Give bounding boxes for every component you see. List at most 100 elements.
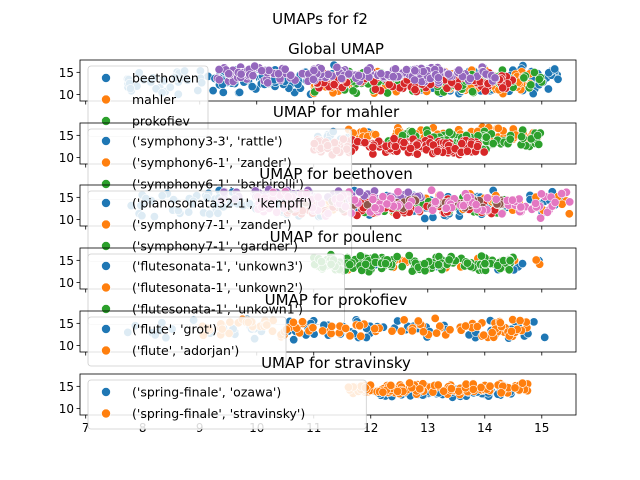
legend-label: mahler [132, 92, 177, 107]
point-purple [273, 69, 283, 79]
point-purple [332, 62, 342, 72]
point-orange [461, 321, 471, 331]
point-pink [482, 193, 492, 203]
point-purple [263, 78, 273, 88]
point-pink [435, 190, 445, 200]
point-green [404, 251, 414, 261]
point-red [462, 146, 472, 156]
legend-marker [101, 241, 111, 251]
point-red [410, 85, 420, 95]
y-tick-label: 10 [59, 213, 74, 227]
point-purple [224, 69, 234, 79]
point-red [472, 142, 482, 152]
point-blue [208, 86, 218, 96]
point-green [481, 132, 491, 142]
point-purple [280, 64, 290, 74]
point-green [433, 260, 443, 270]
legend-marker [101, 157, 111, 168]
point-purple [355, 187, 365, 197]
point-pink [382, 199, 392, 209]
point-green [504, 265, 514, 275]
point-blue [553, 74, 563, 84]
points [309, 123, 545, 160]
point-pink [393, 187, 403, 197]
point-pink [491, 194, 501, 204]
subplot-title: UMAP for prokofiev [265, 291, 408, 309]
point-pink [441, 203, 451, 213]
point-orange [393, 386, 403, 396]
point-pink [413, 205, 423, 215]
point-orange [496, 388, 506, 398]
subplot-title: Global UMAP [288, 40, 384, 58]
point-green [534, 139, 544, 149]
legend-marker [101, 387, 111, 397]
point-green [529, 68, 539, 78]
points [309, 250, 545, 277]
point-orange [341, 323, 351, 333]
point-green [444, 255, 454, 265]
point-pink [427, 185, 437, 195]
point-purple [410, 75, 420, 85]
legend-label: ('symphony7-1', 'gardner') [132, 239, 298, 254]
point-orange [297, 317, 307, 327]
point-green [407, 127, 417, 137]
point-orange [327, 321, 337, 331]
legend-marker [101, 136, 111, 146]
legend-box [87, 379, 367, 430]
legend-marker [101, 408, 111, 419]
axes-frame [79, 59, 577, 102]
point-orange [432, 328, 442, 338]
legend-marker [101, 219, 111, 230]
point-green [361, 259, 371, 269]
subplot-title: UMAP for poulenc [270, 228, 403, 246]
point-purple [214, 65, 224, 75]
point-purple [236, 69, 246, 79]
figure-title: UMAPs for f2 [272, 10, 368, 28]
point-blue [235, 87, 245, 97]
x-tick-label: 7 [82, 421, 90, 435]
subplot-3: 10 15 ('pianosonata32-1', 'kempff') ('symph… [59, 165, 577, 262]
point-red [412, 149, 422, 159]
legend: beethoven mahler prokofiev [87, 65, 209, 137]
point-orange [517, 378, 527, 388]
point-orange [564, 209, 574, 219]
x-tick-label: 14 [477, 421, 492, 435]
y-tick-label: 15 [59, 380, 74, 394]
point-orange [415, 384, 425, 394]
legend: ('spring-finale', 'ozawa') ('spring-final… [87, 379, 367, 430]
point-orange [356, 331, 366, 341]
subplot-1: 10 15 beethoven mahler prokofiev Global UMAP [59, 40, 577, 137]
point-green [488, 139, 498, 149]
point-orange [396, 326, 406, 336]
point-orange [288, 317, 298, 327]
point-orange [493, 123, 503, 133]
legend-label: ('flute', 'grot') [132, 322, 217, 337]
point-red [457, 139, 467, 149]
point-red [399, 138, 409, 148]
y-tick-label: 15 [59, 191, 74, 205]
point-blue [289, 335, 299, 345]
point-red [432, 146, 442, 156]
point-orange [355, 321, 365, 331]
point-green [476, 251, 486, 261]
point-orange [318, 326, 328, 336]
legend-label: ('symphony6-1', 'barbirolli') [132, 177, 304, 192]
point-red [368, 142, 378, 152]
point-blue [218, 87, 228, 97]
subplot-2: 10 15 ('symphony3-3', 'rattle') ('symphony6… [59, 103, 577, 200]
point-green [526, 80, 536, 90]
legend-marker [101, 324, 111, 334]
point-orange [387, 326, 397, 336]
point-blue [247, 82, 257, 92]
legend-label: ('flutesonata-1', 'unkown2') [132, 280, 303, 295]
point-pink [536, 189, 546, 199]
legend-marker [101, 116, 111, 126]
point-orange [485, 381, 495, 391]
point-pink [550, 197, 560, 207]
point-red [329, 80, 339, 90]
point-purple [257, 66, 267, 76]
point-purple [401, 65, 411, 75]
point-orange [430, 313, 440, 323]
point-green [505, 256, 515, 266]
y-tick-label: 10 [59, 402, 74, 416]
